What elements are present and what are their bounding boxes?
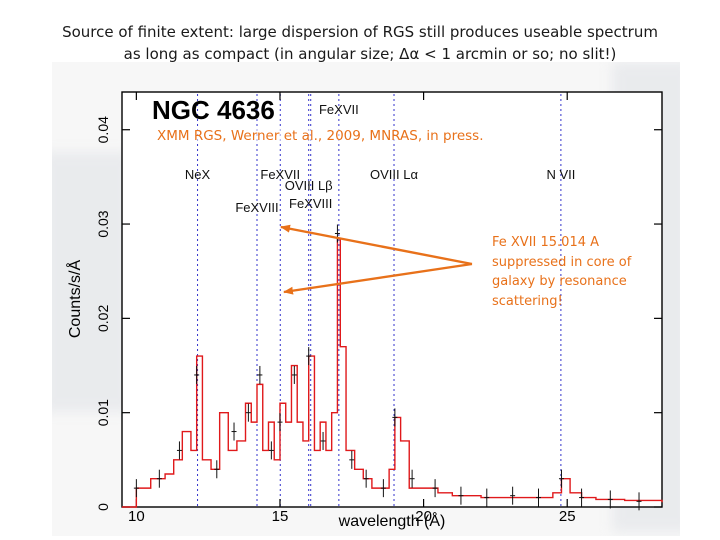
model-spectrum-line — [122, 237, 663, 508]
y-tick-label: 0 — [95, 503, 111, 511]
data-series — [122, 224, 663, 511]
plot-frame — [121, 91, 663, 508]
line-marker-label: FeXVIII — [235, 200, 278, 215]
x-tick-label: 25 — [559, 508, 576, 525]
resonance-scattering-note: Fe XVII 15.014 A suppressed in core of g… — [492, 235, 632, 309]
background-shading — [52, 152, 132, 412]
line-marker-label: OVIII Lα — [370, 167, 418, 182]
slide-title-line-2: as long as compact (in angular size; Δα … — [123, 44, 617, 63]
line-marker-label: NeX — [185, 167, 211, 182]
citation-text: XMM RGS, Werner et al., 2009, MNRAS, in … — [157, 128, 484, 144]
slide-title-line-1: Source of finite extent: large dispersio… — [62, 23, 658, 41]
x-tick-label: 15 — [272, 508, 289, 525]
line-marker-label: N VII — [546, 167, 575, 182]
y-tick-label: 0.01 — [95, 399, 111, 426]
line-marker-label: OVIII Lβ — [285, 178, 333, 193]
annotation-arrows — [280, 224, 473, 295]
y-axis-label: Counts/s/Å — [65, 260, 84, 339]
x-axis-label: wavelength (Å) — [338, 511, 446, 530]
slide-title: Source of finite extent: large dispersio… — [0, 22, 720, 66]
y-tick-label: 0.03 — [95, 210, 111, 237]
line-marker-label: FeXVII — [260, 167, 300, 182]
spectrum-figure: NeX FeXVIII FeXVII FeXVIII OVIII Lβ FeXVII OVI… — [52, 62, 680, 536]
line-marker-label: FeXVIII — [289, 196, 332, 211]
annotation-arrow — [283, 262, 473, 295]
chart-title: NGC 4636 — [152, 95, 275, 125]
y-tick-label: 0.04 — [95, 116, 111, 143]
y-tick-label: 0.02 — [95, 305, 111, 332]
x-tick-label: 10 — [128, 508, 145, 525]
axis-ticks: 10 15 20 25 0 0.01 0.02 0.03 0.04 — [95, 92, 662, 525]
x-tick-label: 20 — [415, 508, 432, 525]
annotation-arrow — [280, 224, 473, 266]
line-marker-label: FeXVII — [319, 102, 359, 117]
